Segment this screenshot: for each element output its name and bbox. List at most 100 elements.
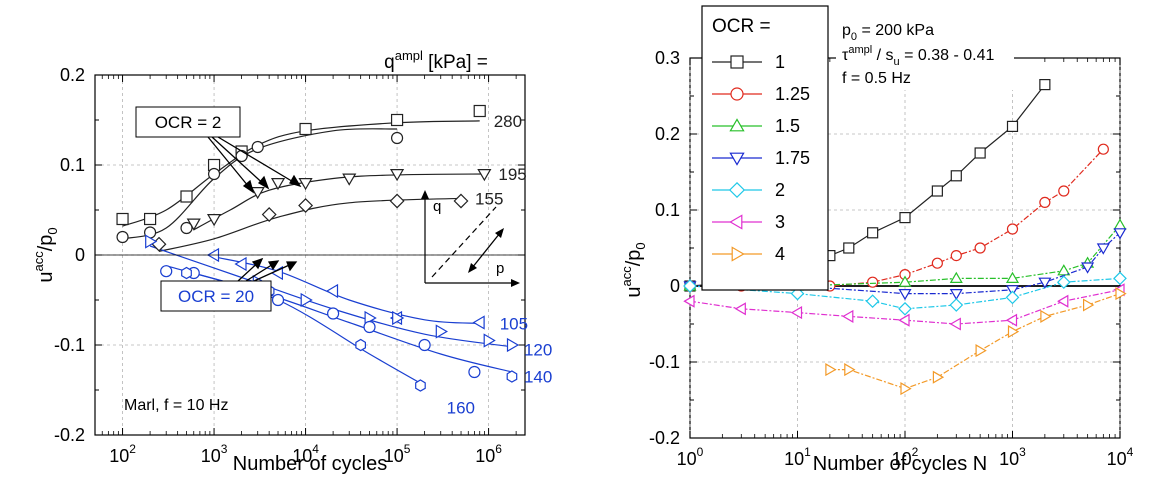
right-point-1 bbox=[974, 147, 986, 159]
right-point-1.5 bbox=[1057, 264, 1071, 276]
right-point-4 bbox=[1007, 325, 1020, 339]
right-series-line-2 bbox=[689, 277, 1121, 310]
right-x-tick-label: 102 bbox=[892, 445, 919, 469]
right-point-3 bbox=[734, 302, 746, 316]
left-point-5 bbox=[483, 333, 496, 348]
right-point-1.75 bbox=[1113, 228, 1127, 240]
inset-p-label: p bbox=[496, 260, 504, 277]
left-point-2 bbox=[453, 193, 469, 209]
right-point-1.25 bbox=[867, 276, 879, 288]
ocr2-arrows bbox=[207, 136, 302, 194]
right-point-1.75 bbox=[898, 289, 912, 301]
right-point-4 bbox=[975, 344, 987, 358]
left-point-1 bbox=[342, 173, 357, 186]
left-point-4 bbox=[472, 315, 485, 330]
inset-q-label: q bbox=[433, 198, 441, 215]
left-x-tick-label: 106 bbox=[475, 442, 502, 466]
left-fit-curve-1 bbox=[193, 173, 485, 231]
right-point-1.75 bbox=[1096, 243, 1110, 255]
left-point-1 bbox=[206, 214, 222, 227]
right-y-tick-label: -0.1 bbox=[649, 352, 680, 372]
left-point-6 bbox=[271, 293, 285, 307]
left-point-2 bbox=[389, 193, 405, 209]
right-ticks: 100 101 102 103 104 -0.2 -0.1 0 0.1 0.2 0.3 bbox=[649, 48, 1134, 469]
right-point-1.75 bbox=[1005, 285, 1020, 297]
legend-marker-3 bbox=[729, 214, 743, 230]
param-p0: p0 = 200 kPa bbox=[842, 22, 934, 43]
param-f: f = 0.5 Hz bbox=[842, 70, 911, 87]
right-legend-box bbox=[701, 5, 829, 291]
right-y-tick-label: 0.3 bbox=[655, 48, 680, 68]
left-x-tick-label: 104 bbox=[292, 442, 319, 466]
right-y-tick-label: -0.2 bbox=[649, 428, 680, 448]
right-point-3 bbox=[949, 317, 961, 331]
right-point-4 bbox=[844, 363, 856, 377]
left-y-tick-label: 0.2 bbox=[60, 65, 85, 85]
legend-label-3: 3 bbox=[775, 212, 785, 232]
legend-label-4: 4 bbox=[775, 244, 785, 264]
inset-k0-line bbox=[431, 206, 497, 278]
right-point-1 bbox=[899, 212, 911, 224]
right-y-tick-label: 0.1 bbox=[655, 200, 680, 220]
left-point-1 bbox=[270, 178, 286, 191]
right-point-3 bbox=[1005, 313, 1018, 327]
left-y-tick-label: -0.1 bbox=[54, 335, 85, 355]
left-point-7 bbox=[506, 370, 518, 383]
inset-path-arrow bbox=[471, 232, 501, 269]
right-point-1 bbox=[867, 227, 879, 239]
right-point-1.75 bbox=[1038, 277, 1052, 289]
left-point-5 bbox=[435, 324, 448, 339]
legend-label-1.5: 1.5 bbox=[775, 116, 800, 136]
left-ticks: 102 103 104 105 106 -0.2 -0.1 0 0.1 0.2 bbox=[54, 65, 525, 466]
left-point-1 bbox=[389, 169, 405, 182]
left-point-4 bbox=[234, 256, 247, 272]
right-point-3 bbox=[898, 313, 910, 327]
ocr20-box bbox=[160, 280, 272, 312]
right-point-1.5 bbox=[949, 271, 963, 283]
right-point-1.5 bbox=[898, 275, 912, 287]
left-y-tick-label: -0.2 bbox=[54, 425, 85, 445]
legend-label-1.25: 1.25 bbox=[775, 84, 810, 104]
left-y-axis-label: uacc/p0 bbox=[31, 227, 60, 282]
right-point-1 bbox=[1006, 120, 1019, 133]
right-point-4 bbox=[1082, 298, 1095, 312]
right-point-1 bbox=[950, 170, 962, 182]
param-tau: τampl / su = 0.38 - 0.41 bbox=[842, 44, 994, 68]
right-point-4 bbox=[900, 382, 912, 396]
ocr20-arrows bbox=[237, 257, 298, 282]
left-series-label-1: 195 bbox=[498, 165, 526, 184]
left-point-1 bbox=[298, 178, 313, 191]
left-series-label-2: 155 bbox=[475, 189, 503, 208]
right-point-3 bbox=[842, 309, 854, 323]
right-point-1.25 bbox=[1039, 196, 1051, 208]
right-y-axis-label: uacc/p0 bbox=[619, 242, 648, 297]
right-point-4 bbox=[932, 370, 945, 384]
left-series-label-5: 120 bbox=[524, 341, 552, 360]
right-series-line-4 bbox=[829, 293, 1121, 390]
left-point-0 bbox=[299, 122, 312, 136]
left-x-axis-label: Number of cycles bbox=[233, 453, 388, 475]
right-point-3 bbox=[790, 306, 803, 320]
left-point-4 bbox=[325, 283, 339, 299]
left-point-7 bbox=[415, 379, 426, 392]
legend-marker-4 bbox=[731, 246, 745, 262]
right-series-line-3 bbox=[689, 289, 1121, 325]
right-point-1.25 bbox=[1097, 143, 1109, 155]
right-point-1.25 bbox=[931, 257, 943, 269]
right-x-axis-label: Number of cycles N bbox=[813, 453, 988, 475]
left-point-1 bbox=[250, 187, 265, 200]
left-point-3 bbox=[180, 221, 193, 235]
right-point-2 bbox=[898, 301, 912, 316]
left-point-6 bbox=[418, 338, 431, 352]
right-point-2 bbox=[865, 294, 880, 309]
right-legend-title: OCR = bbox=[712, 16, 771, 37]
right-point-3 bbox=[683, 294, 695, 308]
legend-marker-1.5 bbox=[729, 118, 745, 132]
right-series-line-1.75 bbox=[690, 232, 1121, 295]
right-point-1.75 bbox=[1081, 262, 1095, 274]
right-point-1.25 bbox=[1058, 185, 1070, 197]
left-point-7 bbox=[355, 338, 366, 352]
right-legend: OCR = 1 1.25 1.5 1.75 2 3 4 bbox=[701, 5, 829, 291]
right-point-3 bbox=[1057, 294, 1069, 308]
